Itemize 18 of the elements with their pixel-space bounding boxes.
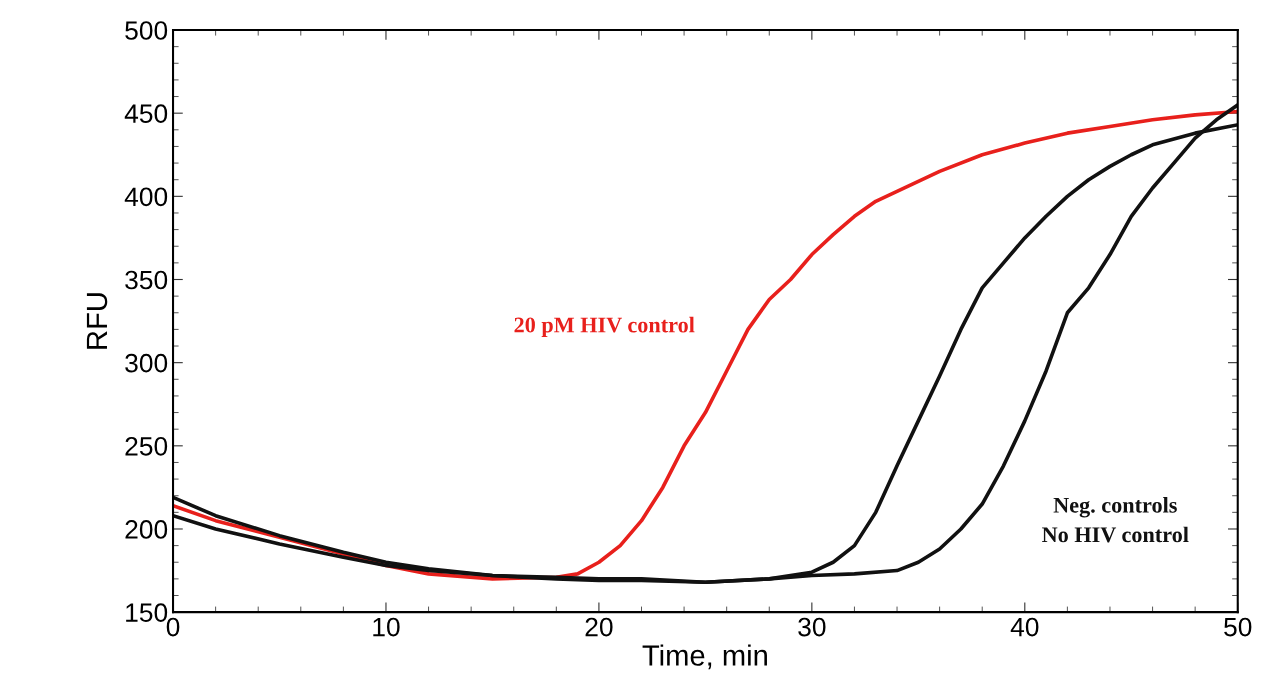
x-tick-label: 40 bbox=[1010, 617, 1039, 637]
x-tick-label: 0 bbox=[166, 617, 180, 637]
series-label: 20 pM HIV control bbox=[514, 316, 695, 337]
y-tick-label: 300 bbox=[125, 353, 168, 373]
y-tick-label: 200 bbox=[125, 520, 168, 539]
annotation: Neg. controls No HIV control bbox=[1042, 497, 1189, 543]
x-tick-label: 50 bbox=[1224, 617, 1252, 637]
y-axis-title: RFU bbox=[86, 293, 108, 349]
x-tick-label: 30 bbox=[798, 617, 826, 637]
y-tick-label: 500 bbox=[125, 21, 168, 40]
x-axis-title: Time, min bbox=[642, 644, 767, 670]
y-tick-label: 250 bbox=[125, 436, 168, 456]
y-tick-label: 450 bbox=[124, 104, 168, 123]
y-tick-label: 150 bbox=[126, 603, 168, 622]
x-tick-label: 10 bbox=[373, 617, 400, 637]
y-tick-label: 400 bbox=[124, 187, 168, 207]
y-tick-label: 350 bbox=[125, 270, 168, 290]
x-tick-label: 20 bbox=[585, 617, 613, 637]
